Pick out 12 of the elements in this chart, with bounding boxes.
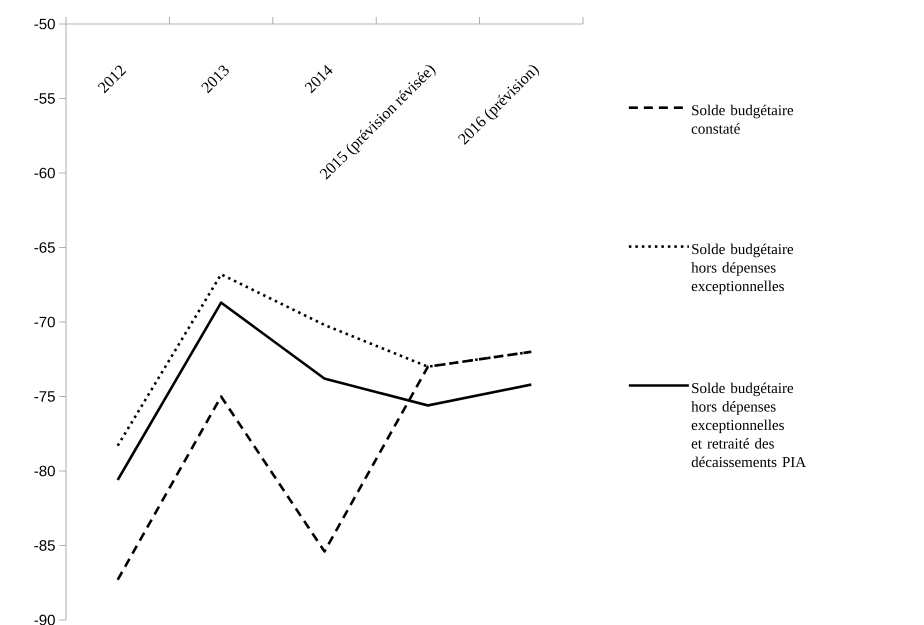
y-tick-label: -80 [34, 466, 55, 476]
y-tick-label: -50 [34, 18, 55, 30]
y-tick-label: -70 [34, 316, 55, 328]
y-tick-label: -90 [34, 614, 55, 625]
y-tick-label: -55 [34, 93, 55, 104]
y-tick-label: -65 [34, 242, 55, 253]
y-tick-label: -85 [34, 540, 55, 551]
y-tick-label: -75 [34, 391, 55, 402]
y-tick-label: -60 [34, 168, 55, 178]
legend-label: Solde budgétaire hors dépenses exceptionnelles [691, 244, 794, 294]
legend-label: Solde budgétaire constaté [692, 104, 794, 134]
legend-label: Solde budgétaire hors dépenses exceptionnelles et retraité des décaissements PIA [691, 382, 806, 468]
